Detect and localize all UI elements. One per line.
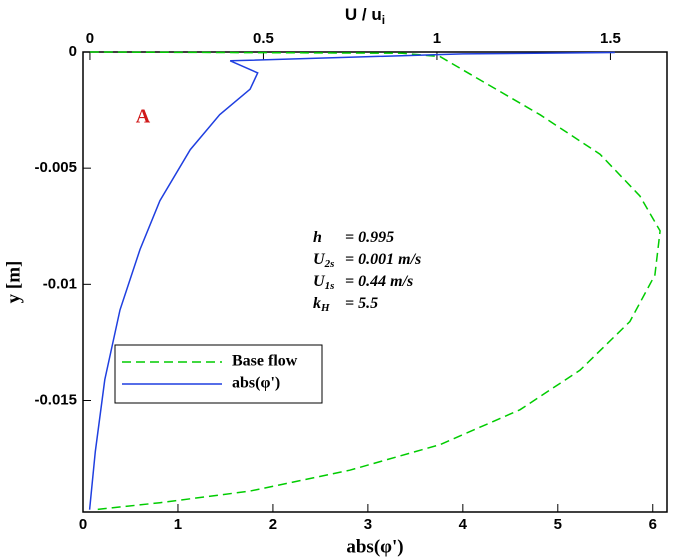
annotation-symbol: k <box>313 295 321 312</box>
annotation: kH = 5.5 <box>313 295 378 314</box>
annotation: h = 0.995 <box>313 229 394 246</box>
annotation-value: = 0.44 m/s <box>345 273 413 290</box>
annotation-subscript: H <box>320 302 330 314</box>
x-tick-label: 5 <box>554 516 562 533</box>
y-tick-label: -0.005 <box>34 159 77 176</box>
legend-label: abs(φ') <box>232 375 280 392</box>
x2-tick-label: 1.5 <box>600 30 621 47</box>
x-tick-label: 2 <box>269 516 277 533</box>
y-tick-label: -0.015 <box>34 391 77 408</box>
x2-axis-title: U / ui <box>345 5 385 27</box>
x-tick-label: 6 <box>649 516 657 533</box>
x-tick-label: 1 <box>174 516 182 533</box>
y-axis-title: y [m] <box>3 261 24 304</box>
x2-title-main: U / u <box>345 5 382 24</box>
plot-frame <box>82 51 668 513</box>
x-tick-label: 0 <box>79 516 87 533</box>
series-line <box>89 51 661 511</box>
y-tick-label: -0.01 <box>43 275 77 292</box>
annotation-symbol: U <box>313 251 326 268</box>
x-tick-label: 3 <box>364 516 372 533</box>
panel-label: A <box>136 106 151 128</box>
annotation-value: = 0.995 <box>345 229 394 246</box>
annotation-value: = 5.5 <box>345 295 378 312</box>
y-tick-label: 0 <box>69 43 77 60</box>
x-tick-label: 4 <box>459 516 468 533</box>
x2-title-sub: i <box>382 13 385 27</box>
legend-box <box>114 344 323 404</box>
annotation-symbol: h <box>313 229 322 246</box>
series-line <box>88 51 615 510</box>
annotation-symbol: U <box>313 273 326 290</box>
annotation-value: = 0.001 m/s <box>345 251 421 268</box>
x2-tick-label: 0.5 <box>253 30 274 47</box>
annotation-subscript: 2s <box>324 258 335 270</box>
x-axis-title: abs(φ') <box>346 536 403 557</box>
annotation-subscript: 1s <box>325 280 335 292</box>
annotation: U1s = 0.44 m/s <box>313 273 413 292</box>
annotation: U2s = 0.001 m/s <box>313 251 421 270</box>
legend-label: Base flow <box>232 353 298 370</box>
x2-tick-label: 1 <box>433 30 441 47</box>
x2-tick-label: 0 <box>86 30 94 47</box>
